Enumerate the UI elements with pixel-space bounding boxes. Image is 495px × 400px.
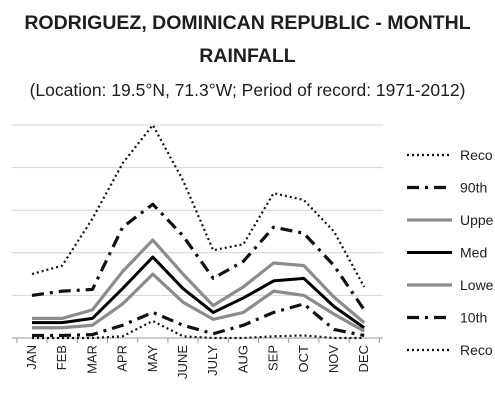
x-tick-label: DEC: [356, 345, 371, 372]
legend-label-1: Reco: [460, 147, 493, 163]
x-tick-label: FEB: [54, 345, 69, 370]
series-line-4: [32, 255, 366, 330]
x-tick-label: SEP: [266, 345, 281, 371]
legend-label-7: Reco: [460, 342, 493, 358]
series-line-7: [32, 319, 365, 340]
series-line-1: [31, 123, 366, 288]
chart-subtitle: (Location: 19.5°N, 71.3°W; Period of rec…: [29, 80, 466, 100]
series-line-6: [32, 302, 365, 338]
series-line-5: [32, 272, 365, 333]
legend-label-3: Uppe: [460, 212, 494, 228]
legend-label-5: Lowe: [460, 277, 494, 293]
x-tick-label: MAR: [84, 345, 99, 374]
x-tick-label: JUNE: [175, 345, 190, 379]
x-tick-label: JULY: [205, 345, 220, 376]
x-tick-label: NOV: [326, 345, 341, 374]
x-tick-label: AUG: [235, 345, 250, 373]
legend-label-4: Med: [460, 245, 487, 261]
legend-label-2: 90th: [460, 180, 487, 196]
series-line-3: [32, 238, 366, 324]
x-tick-label: JAN: [24, 345, 39, 370]
x-tick-label: MAY: [145, 345, 160, 373]
x-tick-label: APR: [115, 345, 130, 372]
legend-label-6: 10th: [460, 310, 487, 326]
series-line-2: [31, 202, 366, 311]
chart-title-line1: RODRIGUEZ, DOMINICAN REPUBLIC - MONTHL: [24, 12, 471, 34]
x-tick-label: OCT: [296, 345, 311, 373]
chart-title-line2: RAINFALL: [199, 45, 296, 67]
